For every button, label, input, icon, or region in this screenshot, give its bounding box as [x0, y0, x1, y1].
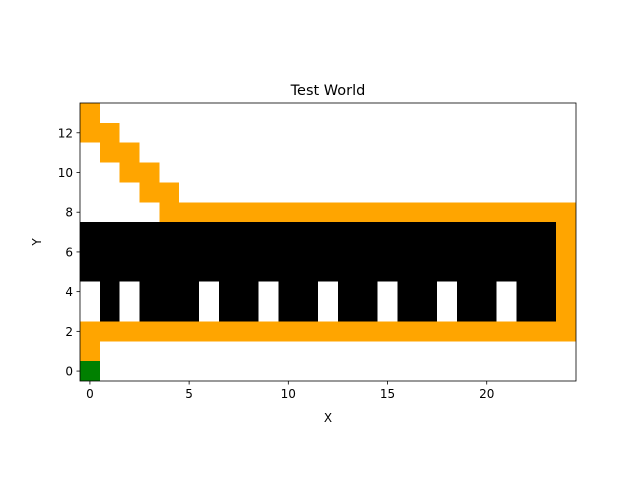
y-tick-label: 8 — [65, 206, 73, 220]
obstacle-cell-block — [456, 281, 497, 322]
obstacle-cell-block — [337, 281, 378, 322]
y-axis-label: Y — [30, 238, 44, 247]
obstacle-cell-block — [516, 281, 557, 322]
x-tick-label: 0 — [86, 387, 94, 401]
chart-title: Test World — [290, 83, 366, 99]
cells-layer — [80, 103, 576, 381]
start-cell-block — [80, 361, 100, 381]
y-tick-label: 4 — [65, 285, 73, 299]
axes-frame — [79, 102, 577, 382]
x-tick-label: 10 — [281, 387, 296, 401]
x-tick-label: 15 — [380, 387, 395, 401]
y-tick-label: 10 — [58, 166, 73, 180]
obstacle-cell-block — [80, 222, 557, 282]
obstacle-cell-block — [218, 281, 259, 322]
path-cell-block — [80, 103, 100, 123]
y-tick-label: 2 — [65, 325, 73, 339]
y-axis-ticks: 0 2 4 6 8 10 12 — [58, 126, 80, 379]
obstacle-cell-block — [139, 281, 200, 322]
path-cell-block — [80, 321, 100, 362]
y-tick-label: 6 — [65, 245, 73, 259]
obstacle-cell-block — [99, 281, 120, 322]
obstacle-cell-block — [397, 281, 438, 322]
path-cell-block — [556, 202, 576, 322]
obstacle-cell-block — [278, 281, 319, 322]
path-cell-block — [119, 162, 160, 183]
path-cell-block — [139, 182, 180, 203]
x-axis-ticks: 0 5 10 15 20 — [86, 381, 494, 401]
y-tick-label: 0 — [65, 365, 73, 379]
x-tick-label: 20 — [479, 387, 494, 401]
x-tick-label: 5 — [185, 387, 193, 401]
path-cell-block — [99, 321, 576, 342]
path-cell-block — [99, 142, 140, 163]
y-tick-label: 12 — [58, 126, 73, 140]
x-axis-label: X — [324, 411, 332, 425]
path-cell-block — [80, 122, 120, 143]
path-cell-block — [159, 202, 557, 223]
